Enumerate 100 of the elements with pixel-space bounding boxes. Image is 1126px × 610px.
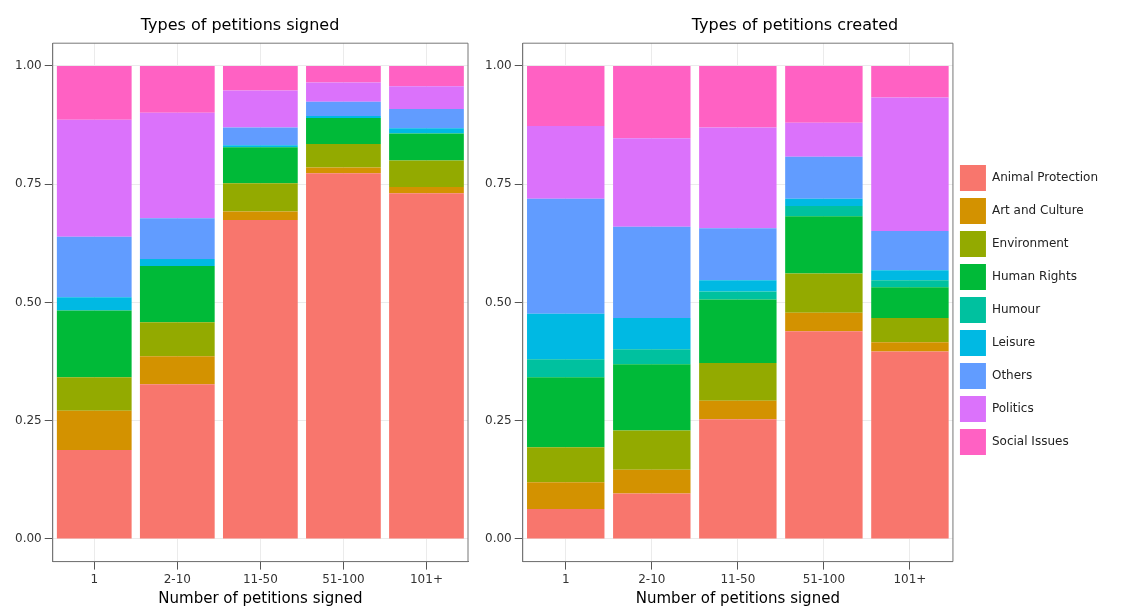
bar [306,101,381,117]
chart-title: Types of petitions created [690,14,899,34]
x-tick-label: 11-50 [242,571,278,586]
bar [222,65,298,91]
bar [389,128,464,134]
bar [871,287,949,319]
bar [56,297,132,311]
bar [785,65,863,123]
x-tick-label: 2-10 [163,571,191,586]
bar [139,265,215,323]
bar [139,258,215,266]
y-tick-label: 0.50 [15,294,42,309]
bar [306,143,381,168]
bar [785,216,863,274]
bar [389,65,464,87]
legend-label: Human Rights [991,269,1077,284]
bar [785,331,863,539]
bar [871,97,949,231]
x-tick-label: 51-100 [322,571,365,586]
x-axis-title: Number of petitions signed [635,588,840,607]
bar [785,312,863,332]
bar [56,65,132,120]
bar [139,322,215,357]
bar [871,318,949,343]
legend-label: Art and Culture [991,203,1084,218]
y-tick-label: 1.00 [15,58,42,73]
bar [527,313,605,360]
bar [56,410,132,450]
bar [56,449,132,539]
bar [306,82,381,102]
bar [871,280,949,288]
bar [613,226,691,319]
bar [613,349,691,365]
bar [699,291,777,300]
x-axis-title: Number of petitions signed [158,588,363,607]
chart-title: Types of petitions signed [139,14,340,34]
bar [389,193,464,539]
y-tick-label: 0.00 [15,531,42,546]
bar [699,228,777,281]
bar [306,65,381,83]
bar [139,384,215,539]
bar [699,400,777,420]
bar [871,270,949,281]
y-tick-label: 0.25 [15,412,42,427]
bar [613,138,691,227]
bar [871,230,949,271]
bar [56,236,132,298]
bar [699,65,777,128]
bar [306,117,381,144]
bar [785,205,863,217]
bar [527,377,605,448]
bar [222,127,298,146]
bar [389,108,464,129]
bar [139,218,215,259]
bar [699,127,777,229]
bar [56,119,132,237]
x-tick-label: 101+ [893,571,927,586]
bar [389,160,464,187]
y-tick-label: 0.75 [485,176,512,191]
bar [139,65,215,113]
y-tick-label: 1.00 [485,58,512,73]
bar [389,133,464,161]
legend-label: Leisure [991,335,1036,350]
legend-label: Humour [991,302,1041,317]
bar [389,186,464,194]
bar [699,419,777,539]
bar [785,273,863,313]
bar [613,493,691,539]
bar [527,65,605,126]
bar [139,112,215,219]
bar [56,377,132,411]
bar [785,198,863,206]
bar [785,156,863,199]
bar [222,220,298,539]
legend-label: Others [991,368,1033,383]
bar [871,342,949,352]
bar [222,211,298,221]
x-tick-label: 51-100 [802,571,846,586]
x-tick-label: 101+ [409,571,443,586]
bar [613,469,691,494]
legend-label: Environment [991,236,1069,251]
y-tick-label: 0.75 [15,176,42,191]
y-tick-label: 0.25 [485,412,512,427]
bar [527,482,605,510]
x-tick-label: 1 [561,571,570,586]
bar [527,447,605,483]
bar [613,430,691,470]
bar [389,86,464,109]
legend-label: Politics [991,401,1034,416]
y-tick-label: 0.50 [485,294,512,309]
bar [306,173,381,539]
bar [871,65,949,98]
x-tick-label: 11-50 [720,571,756,586]
bar [527,198,605,314]
x-tick-label: 2-10 [638,571,666,586]
bar [139,356,215,385]
bar [699,280,777,292]
bar [222,147,298,184]
x-tick-label: 1 [90,571,99,586]
bar [222,183,298,212]
